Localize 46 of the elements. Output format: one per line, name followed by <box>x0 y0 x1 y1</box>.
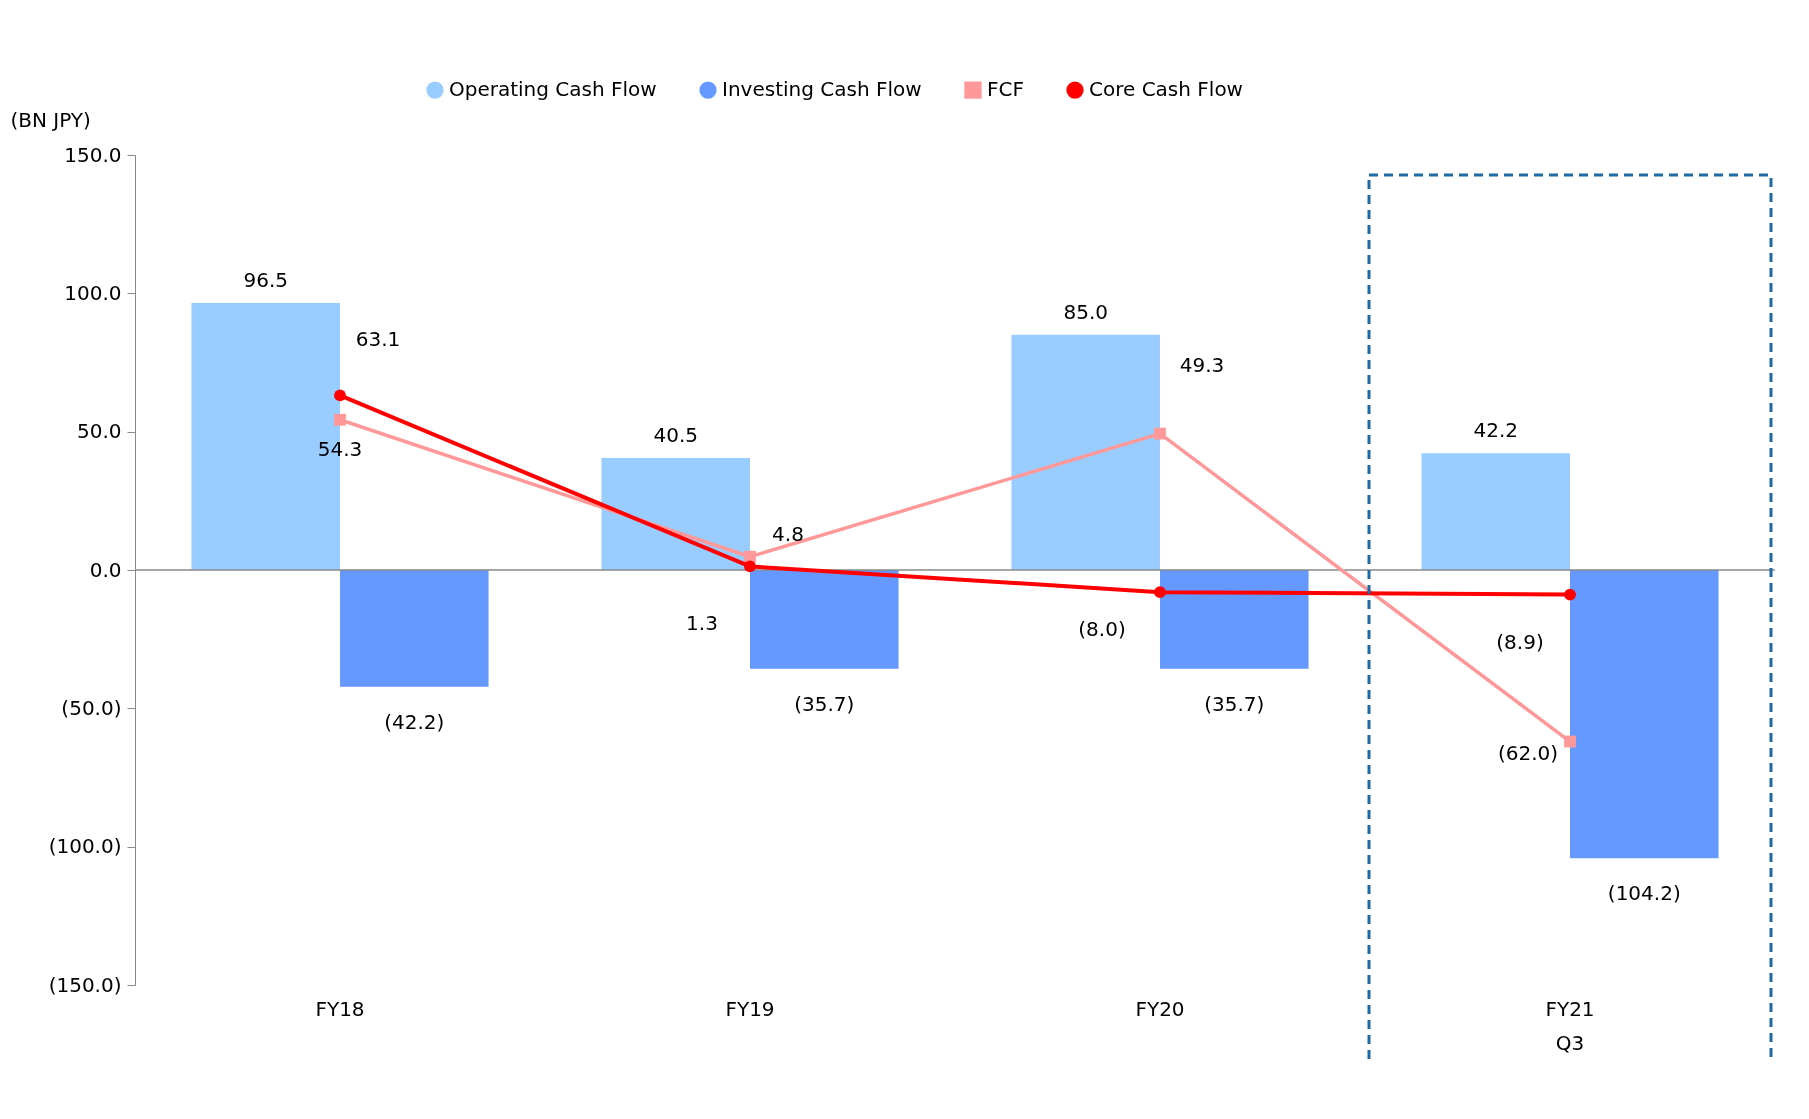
point <box>334 413 346 426</box>
point <box>744 560 756 573</box>
bar <box>601 457 750 570</box>
bar <box>1570 570 1719 859</box>
point <box>1564 735 1576 748</box>
point <box>1564 588 1576 601</box>
data-label: (8.0) <box>1078 617 1126 642</box>
point <box>334 389 346 402</box>
data-label: 1.3 <box>686 611 718 636</box>
data-label: 49.3 <box>1179 352 1225 377</box>
data-label: 96.5 <box>243 268 288 293</box>
data-label: (104.2) <box>1607 881 1681 906</box>
y-tick-label: (100.0) <box>48 834 122 859</box>
y-tick-label: 150.0 <box>64 142 122 167</box>
x-tick-label: FY20 <box>1135 996 1185 1021</box>
y-tick-label: 100.0 <box>64 280 122 305</box>
legend-label: Investing Cash Flow <box>722 77 922 102</box>
data-label: (8.9) <box>1496 629 1544 654</box>
x-tick-label: FY19 <box>725 996 775 1021</box>
bar <box>1011 334 1160 570</box>
y-tick-label: 50.0 <box>76 419 122 444</box>
data-label: 42.2 <box>1473 418 1518 443</box>
y-axis-title: (BN JPY) <box>10 107 91 132</box>
bar <box>340 570 489 687</box>
data-label: (62.0) <box>1497 740 1559 765</box>
data-label: 54.3 <box>317 436 363 461</box>
y-tick-label: (50.0) <box>61 695 122 720</box>
data-label: 4.8 <box>772 521 804 546</box>
legend-label: Operating Cash Flow <box>449 77 657 102</box>
bar <box>1160 570 1309 669</box>
data-label: (35.7) <box>794 691 855 716</box>
data-label: 85.0 <box>1063 299 1108 324</box>
y-tick-label: 0.0 <box>89 557 122 582</box>
y-tick-label: (150.0) <box>48 972 122 997</box>
bar <box>750 570 899 669</box>
point <box>1154 586 1166 599</box>
x-tick-label: FY18 <box>315 996 365 1021</box>
data-label: (42.2) <box>384 709 445 734</box>
data-label: 40.5 <box>653 422 698 447</box>
bar <box>1421 453 1570 570</box>
legend-label: Core Cash Flow <box>1089 77 1243 102</box>
x-tick-label: FY21 Q3 <box>1545 996 1595 1055</box>
point <box>1154 427 1166 440</box>
data-label: 63.1 <box>355 327 401 352</box>
data-label: (35.7) <box>1204 691 1265 716</box>
legend-label: FCF <box>987 77 1024 102</box>
